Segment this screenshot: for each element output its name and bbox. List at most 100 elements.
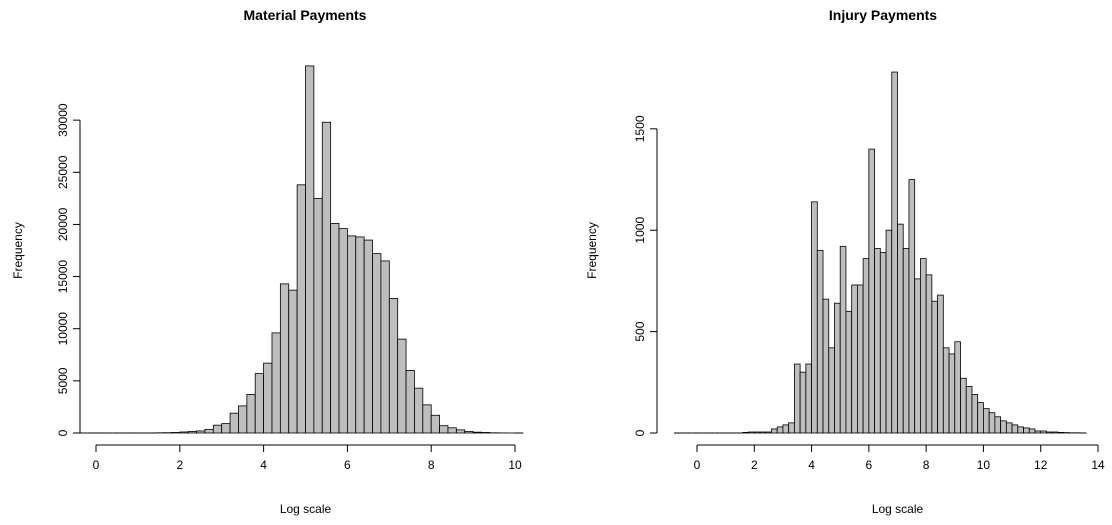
histogram-bar xyxy=(805,363,812,434)
histogram-bar xyxy=(885,229,893,434)
x-tick-label: 2 xyxy=(751,458,758,472)
histogram-bar xyxy=(179,431,189,434)
x-tick-label: 4 xyxy=(260,458,267,472)
histogram-bar xyxy=(839,246,847,434)
x-axis-label: Log scale xyxy=(872,502,924,516)
histogram-bar xyxy=(1046,431,1053,434)
histogram-bar xyxy=(464,431,474,434)
histogram-bar xyxy=(321,121,332,434)
histogram-bar xyxy=(897,223,904,434)
histogram-bar xyxy=(380,260,390,434)
histogram-bar xyxy=(891,71,898,434)
y-tick-label: 5000 xyxy=(56,367,70,394)
histogram-bar xyxy=(816,250,824,434)
histogram-bar xyxy=(229,412,239,434)
x-tick-label: 2 xyxy=(176,458,183,472)
histogram-bar xyxy=(1023,427,1030,434)
histogram-bar xyxy=(1017,426,1024,434)
y-tick-label: 0 xyxy=(56,429,70,436)
x-tick-label: 8 xyxy=(428,458,435,472)
histogram-bar xyxy=(238,405,248,434)
histogram-bar xyxy=(414,387,424,434)
histogram-bar xyxy=(305,65,315,434)
histogram-bar xyxy=(481,432,491,434)
histogram-bar xyxy=(977,402,984,434)
histogram-bar xyxy=(422,404,432,434)
histogram-bar xyxy=(313,197,323,434)
histogram-bar xyxy=(857,284,864,434)
y-axis-label: Frequency xyxy=(11,222,25,279)
histogram-bar xyxy=(1000,420,1007,434)
histogram-bar xyxy=(948,353,956,434)
histogram-bar xyxy=(753,431,761,434)
histogram-bar xyxy=(1011,424,1019,434)
histogram-bar xyxy=(388,298,399,434)
histogram-bar xyxy=(776,426,784,434)
histogram-bar xyxy=(330,222,340,434)
x-tick-label: 10 xyxy=(508,458,522,472)
material-payments-panel: Material Payments 0 2 4 6 8 10 Log scale 0 5000 10… xyxy=(11,7,524,516)
histogram-bar xyxy=(1051,431,1059,434)
x-tick-label: 10 xyxy=(977,458,991,472)
histogram-bar xyxy=(954,341,961,434)
histogram-bar xyxy=(455,429,466,434)
y-tick-label: 20000 xyxy=(56,207,70,241)
histogram-bar xyxy=(204,428,214,434)
histogram-bar xyxy=(171,432,181,434)
histogram-bar xyxy=(1034,430,1042,434)
histogram-bar xyxy=(782,424,790,434)
y-tick-label: 0 xyxy=(633,429,647,436)
histogram-bar xyxy=(828,347,835,434)
y-tick-label: 30000 xyxy=(56,103,70,137)
y-axis-label: Frequency xyxy=(585,222,599,279)
histogram-bar xyxy=(338,228,348,434)
histogram-bar xyxy=(372,253,382,434)
histogram-bar xyxy=(196,430,206,434)
histogram-bar xyxy=(834,302,841,434)
histogram-bar xyxy=(363,239,373,434)
histogram-bar xyxy=(771,428,778,434)
y-tick-label: 1500 xyxy=(633,115,647,142)
histogram-bar xyxy=(879,252,887,434)
histogram-bar xyxy=(742,431,749,434)
histogram-bar xyxy=(765,431,772,434)
histogram-bar xyxy=(447,427,457,434)
x-tick-label: 0 xyxy=(694,458,701,472)
histogram-bar xyxy=(296,184,306,434)
histogram-bar xyxy=(868,148,875,434)
histogram-bar xyxy=(405,370,415,434)
histogram-bar xyxy=(759,431,767,434)
x-tick-label: 12 xyxy=(1034,458,1048,472)
histogram-bar xyxy=(793,363,801,434)
histogram-bar xyxy=(397,338,407,434)
histogram-bar xyxy=(965,385,973,434)
histogram-bar xyxy=(851,284,858,434)
histogram-bar xyxy=(983,408,990,434)
histogram-bar xyxy=(811,201,818,434)
histogram-bar xyxy=(439,425,449,434)
x-axis-label: Log scale xyxy=(280,502,332,516)
histogram-bar xyxy=(874,248,881,434)
y-tick-label: 25000 xyxy=(56,155,70,189)
histogram-bar xyxy=(788,422,795,434)
histogram-bar xyxy=(430,414,440,434)
histogram-bar xyxy=(279,283,290,434)
histogram-bar xyxy=(1005,422,1013,434)
histogram-bar xyxy=(212,424,223,434)
histogram-bar xyxy=(263,362,273,434)
histogram-bar xyxy=(920,258,927,434)
y-tick-label: 1000 xyxy=(633,217,647,244)
histogram-bar xyxy=(254,373,265,434)
x-tick-label: 6 xyxy=(344,458,351,472)
histogram-bar xyxy=(346,235,357,434)
histogram-bar xyxy=(931,300,938,434)
histogram-bar xyxy=(937,294,944,434)
histogram-bar xyxy=(1040,430,1047,434)
histogram-bar xyxy=(271,332,281,434)
histogram-bar xyxy=(187,431,197,434)
histogram-bar xyxy=(748,431,755,434)
histogram-bar xyxy=(246,394,256,434)
histogram-bar xyxy=(925,274,933,434)
histogram-bar xyxy=(845,310,853,434)
